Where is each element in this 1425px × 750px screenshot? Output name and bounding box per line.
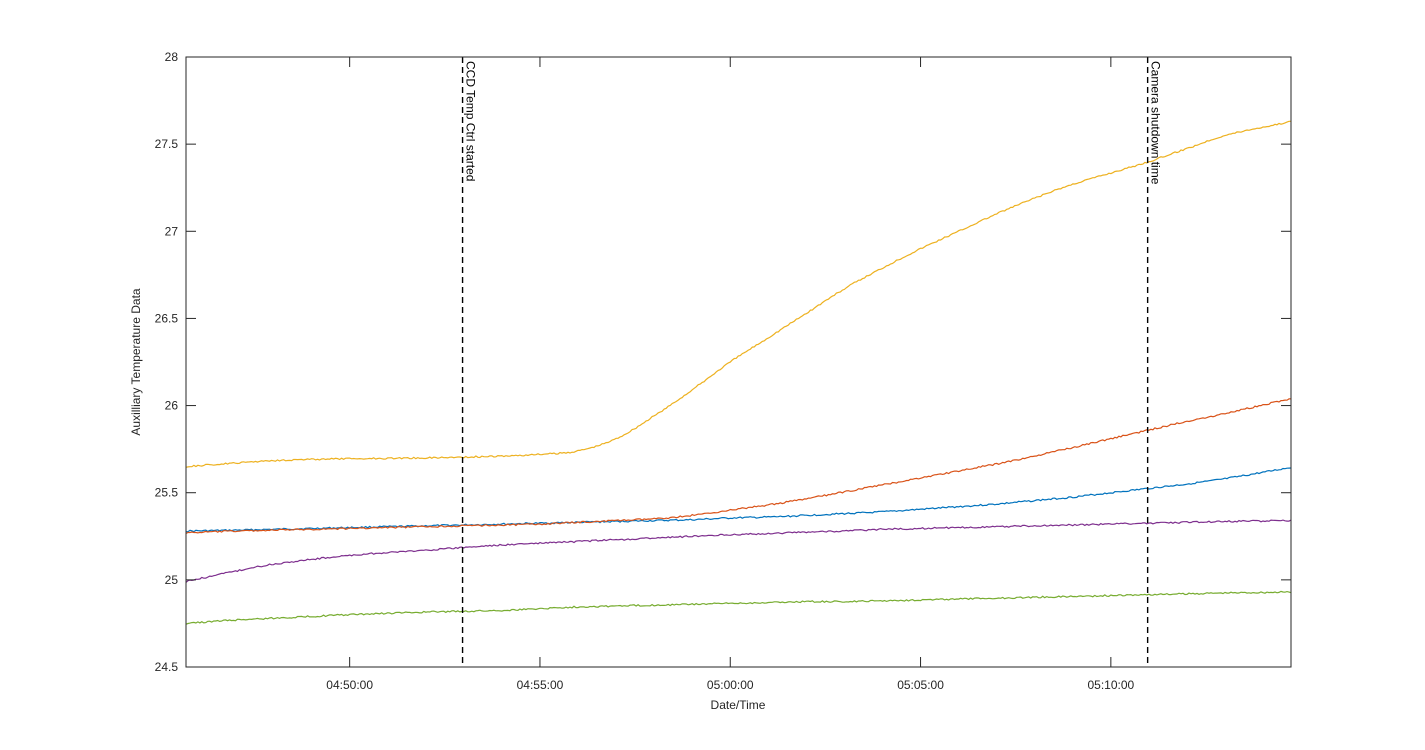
y-axis-label: Auxilliary Temperature Data — [129, 288, 143, 436]
series-layer — [185, 120, 1292, 625]
annotation-layer: CCD Temp Ctrl started Camera shutdown tim… — [461, 57, 1163, 667]
series-line-1 — [186, 467, 1292, 533]
y-tick-label: 25.5 — [155, 486, 179, 500]
annotation-label-1: CCD Temp Ctrl started — [464, 61, 478, 181]
plot-frame — [185, 56, 1292, 668]
series-line-4 — [185, 519, 1292, 583]
y-tick-label: 24.5 — [155, 660, 179, 674]
y-tick-label: 27 — [165, 224, 179, 238]
y-tick-label: 26 — [165, 399, 179, 413]
y-tick-label: 25 — [165, 573, 179, 587]
plot-background — [186, 57, 1291, 667]
x-tick-label: 04:55:00 — [517, 678, 564, 692]
series-line-5 — [185, 590, 1292, 625]
x-tick-label: 05:05:00 — [897, 678, 944, 692]
x-tick-label: 05:10:00 — [1087, 678, 1134, 692]
series-line-2 — [185, 398, 1292, 535]
y-axis: 24.5 25 25.5 26 26.5 27 27.5 28 — [155, 50, 1291, 674]
y-tick-label: 28 — [165, 50, 179, 64]
x-axis-label: Date/Time — [711, 698, 766, 712]
x-axis: 04:50:00 04:55:00 05:00:00 05:05:00 05:10:00 — [326, 57, 1135, 692]
x-tick-label: 04:50:00 — [326, 678, 373, 692]
annotation-label-2: Camera shutdown time — [1149, 61, 1163, 185]
series-line-3 — [185, 120, 1291, 468]
y-tick-label: 26.5 — [155, 311, 179, 325]
y-tick-label: 27.5 — [155, 137, 179, 151]
x-tick-label: 05:00:00 — [707, 678, 754, 692]
